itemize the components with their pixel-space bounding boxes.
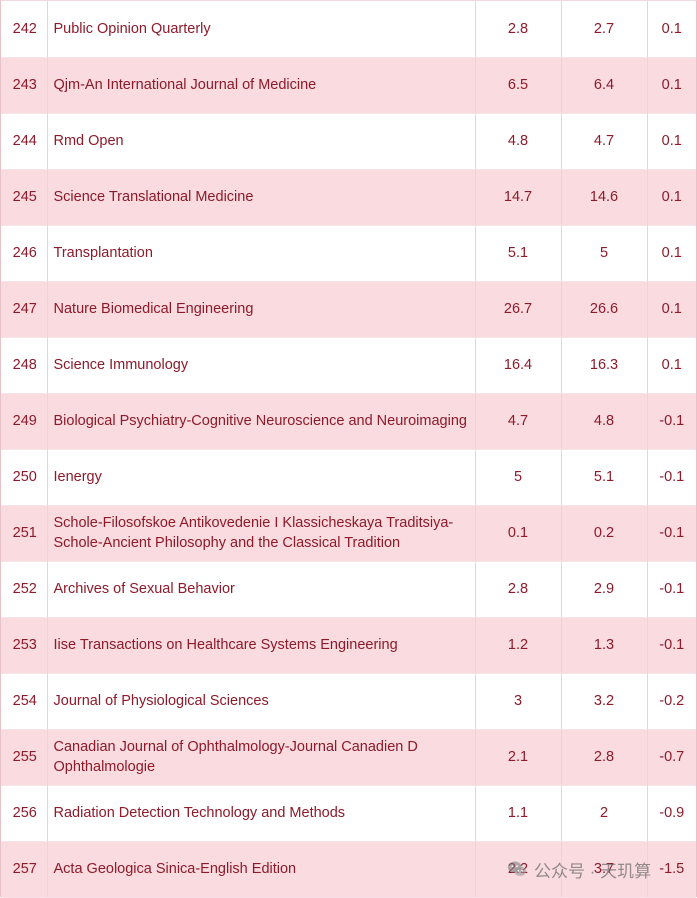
change-cell: -0.7 xyxy=(647,729,696,786)
journal-name-cell: Acta Geologica Sinica-English Edition xyxy=(47,841,476,898)
table-row: 244 Rmd Open 4.8 4.7 0.1 xyxy=(1,113,696,170)
table-row: 253 Iise Transactions on Healthcare Syst… xyxy=(1,617,696,674)
journal-name-cell: Transplantation xyxy=(47,225,476,282)
change-cell: -0.1 xyxy=(647,617,696,674)
value-2-cell: 4.7 xyxy=(561,113,648,170)
value-1-cell: 1.1 xyxy=(475,785,562,842)
rank-cell: 248 xyxy=(1,337,48,394)
rank-cell: 256 xyxy=(1,785,48,842)
value-2-cell: 16.3 xyxy=(561,337,648,394)
value-2-cell: 26.6 xyxy=(561,281,648,338)
value-2-cell: 5.1 xyxy=(561,449,648,506)
rank-cell: 245 xyxy=(1,169,48,226)
rank-cell: 251 xyxy=(1,505,48,562)
value-1-cell: 4.7 xyxy=(475,393,562,450)
journal-name-cell: Biological Psychiatry-Cognitive Neurosci… xyxy=(47,393,476,450)
change-cell: -0.1 xyxy=(647,561,696,618)
table-row: 243 Qjm-An International Journal of Medi… xyxy=(1,57,696,114)
journal-name-cell: Archives of Sexual Behavior xyxy=(47,561,476,618)
value-2-cell: 3.2 xyxy=(561,673,648,730)
change-cell: 0.1 xyxy=(647,1,696,58)
journal-name-cell: Canadian Journal of Ophthalmology-Journa… xyxy=(47,729,476,786)
value-1-cell: 4.8 xyxy=(475,113,562,170)
rank-cell: 255 xyxy=(1,729,48,786)
change-cell: 0.1 xyxy=(647,337,696,394)
journal-name-cell: Iise Transactions on Healthcare Systems … xyxy=(47,617,476,674)
rank-cell: 253 xyxy=(1,617,48,674)
journal-name-cell: Science Immunology xyxy=(47,337,476,394)
journal-name-cell: Ienergy xyxy=(47,449,476,506)
rank-cell: 242 xyxy=(1,1,48,58)
value-1-cell: 2.8 xyxy=(475,1,562,58)
change-cell: 0.1 xyxy=(647,57,696,114)
change-cell: -0.1 xyxy=(647,393,696,450)
value-2-cell: 5 xyxy=(561,225,648,282)
rank-cell: 250 xyxy=(1,449,48,506)
table-row: 245 Science Translational Medicine 14.7 … xyxy=(1,169,696,226)
value-1-cell: 2.8 xyxy=(475,561,562,618)
change-cell: 0.1 xyxy=(647,281,696,338)
table-row: 242 Public Opinion Quarterly 2.8 2.7 0.1 xyxy=(1,1,696,58)
value-1-cell: 5 xyxy=(475,449,562,506)
value-1-cell: 0.1 xyxy=(475,505,562,562)
table-row: 257 Acta Geologica Sinica-English Editio… xyxy=(1,841,696,898)
change-cell: -0.9 xyxy=(647,785,696,842)
value-1-cell: 16.4 xyxy=(475,337,562,394)
change-cell: 0.1 xyxy=(647,225,696,282)
rank-cell: 249 xyxy=(1,393,48,450)
journal-name-cell: Science Translational Medicine xyxy=(47,169,476,226)
rank-cell: 257 xyxy=(1,841,48,898)
value-1-cell: 26.7 xyxy=(475,281,562,338)
value-2-cell: 2.9 xyxy=(561,561,648,618)
journal-name-cell: Rmd Open xyxy=(47,113,476,170)
value-2-cell: 2.7 xyxy=(561,1,648,58)
journal-name-cell: Radiation Detection Technology and Metho… xyxy=(47,785,476,842)
value-2-cell: 1.3 xyxy=(561,617,648,674)
value-2-cell: 3.7 xyxy=(561,841,648,898)
rank-cell: 254 xyxy=(1,673,48,730)
table-row: 254 Journal of Physiological Sciences 3 … xyxy=(1,673,696,730)
journal-name-cell: Qjm-An International Journal of Medicine xyxy=(47,57,476,114)
value-1-cell: 2.2 xyxy=(475,841,562,898)
table-row: 250 Ienergy 5 5.1 -0.1 xyxy=(1,449,696,506)
change-cell: -0.1 xyxy=(647,505,696,562)
change-cell: -0.2 xyxy=(647,673,696,730)
journal-name-cell: Nature Biomedical Engineering xyxy=(47,281,476,338)
table-row: 252 Archives of Sexual Behavior 2.8 2.9 … xyxy=(1,561,696,618)
value-2-cell: 4.8 xyxy=(561,393,648,450)
value-1-cell: 14.7 xyxy=(475,169,562,226)
change-cell: -1.5 xyxy=(647,841,696,898)
value-2-cell: 0.2 xyxy=(561,505,648,562)
table-row: 256 Radiation Detection Technology and M… xyxy=(1,785,696,842)
rank-cell: 246 xyxy=(1,225,48,282)
journal-name-cell: Schole-Filosofskoe Antikovedenie I Klass… xyxy=(47,505,476,562)
value-1-cell: 5.1 xyxy=(475,225,562,282)
rank-cell: 243 xyxy=(1,57,48,114)
table-row: 246 Transplantation 5.1 5 0.1 xyxy=(1,225,696,282)
value-1-cell: 1.2 xyxy=(475,617,562,674)
rank-cell: 252 xyxy=(1,561,48,618)
value-1-cell: 2.1 xyxy=(475,729,562,786)
value-1-cell: 6.5 xyxy=(475,57,562,114)
rank-cell: 244 xyxy=(1,113,48,170)
change-cell: 0.1 xyxy=(647,169,696,226)
table-row: 249 Biological Psychiatry-Cognitive Neur… xyxy=(1,393,696,450)
journal-name-cell: Journal of Physiological Sciences xyxy=(47,673,476,730)
value-2-cell: 2.8 xyxy=(561,729,648,786)
value-2-cell: 14.6 xyxy=(561,169,648,226)
change-cell: 0.1 xyxy=(647,113,696,170)
journal-name-cell: Public Opinion Quarterly xyxy=(47,1,476,58)
value-1-cell: 3 xyxy=(475,673,562,730)
rank-cell: 247 xyxy=(1,281,48,338)
value-2-cell: 2 xyxy=(561,785,648,842)
value-2-cell: 6.4 xyxy=(561,57,648,114)
table-row: 247 Nature Biomedical Engineering 26.7 2… xyxy=(1,281,696,338)
table-row: 251 Schole-Filosofskoe Antikovedenie I K… xyxy=(1,505,696,562)
table-row: 248 Science Immunology 16.4 16.3 0.1 xyxy=(1,337,696,394)
table-row: 255 Canadian Journal of Ophthalmology-Jo… xyxy=(1,729,696,786)
change-cell: -0.1 xyxy=(647,449,696,506)
